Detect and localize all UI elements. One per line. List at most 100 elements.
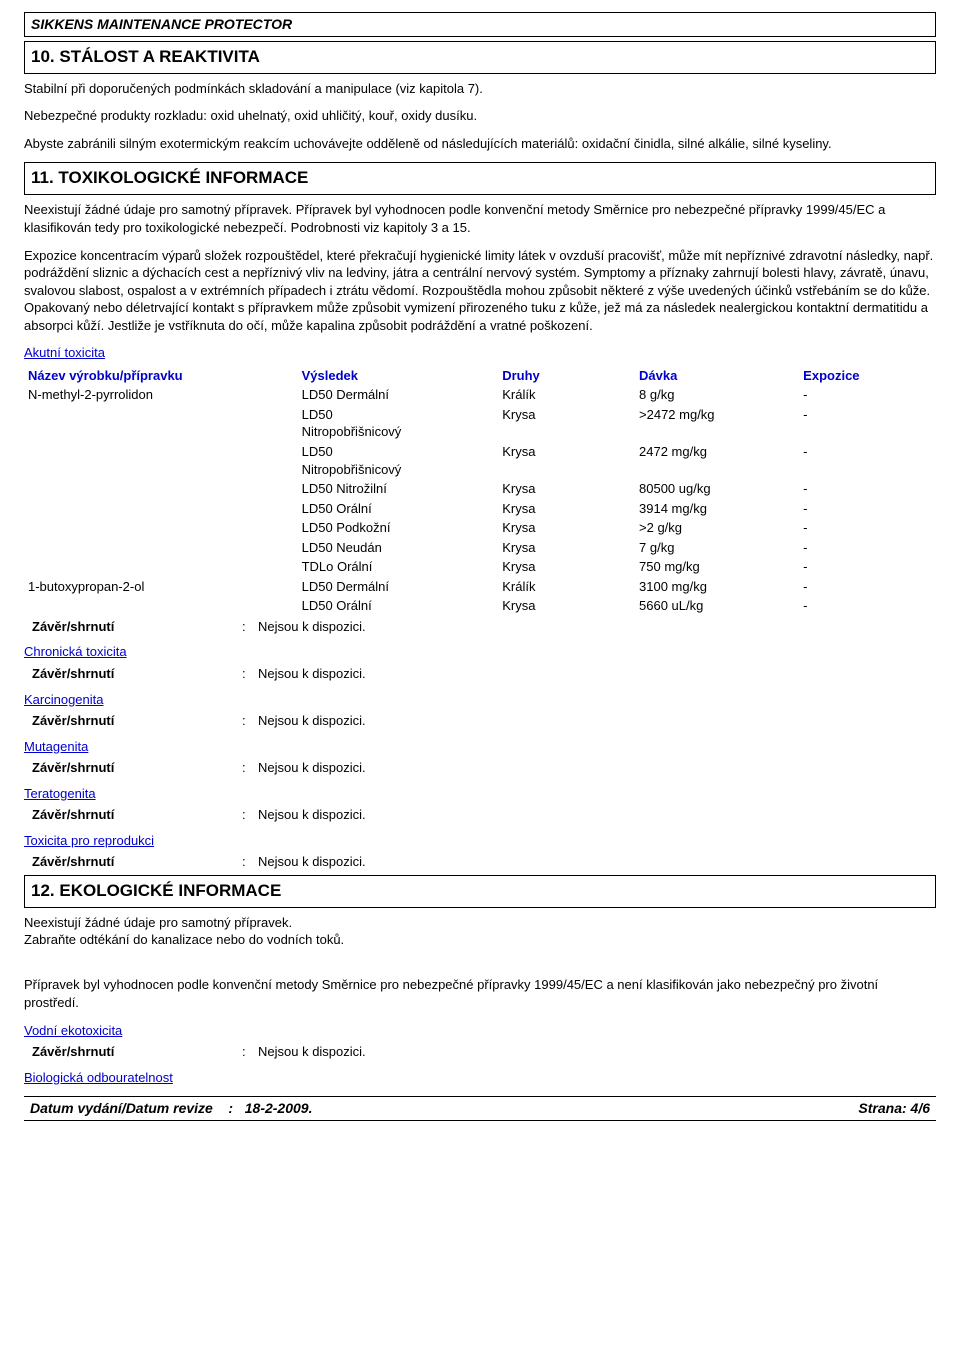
cell-name bbox=[24, 538, 298, 558]
table-row: LD50 PodkožníKrysa>2 g/kg- bbox=[24, 518, 936, 538]
conclusion-value: Nejsou k dispozici. bbox=[258, 618, 366, 636]
cell-exposure: - bbox=[799, 518, 936, 538]
col-result: Výsledek bbox=[298, 366, 499, 386]
separator: : bbox=[242, 665, 258, 683]
cell-dose: 3914 mg/kg bbox=[635, 499, 799, 519]
conclusion-label: Závěr/shrnutí bbox=[32, 618, 242, 636]
col-species: Druhy bbox=[498, 366, 635, 386]
biodegradability-heading: Biologická odbouratelnost bbox=[24, 1069, 936, 1087]
footer-date-label: Datum vydání/Datum revize bbox=[30, 1100, 213, 1116]
acute-toxicity-table: Název výrobku/přípravku Výsledek Druhy D… bbox=[24, 366, 936, 616]
cell-dose: 7 g/kg bbox=[635, 538, 799, 558]
conclusion-label: Závěr/shrnutí bbox=[32, 1043, 242, 1061]
footer-right: Strana: 4/6 bbox=[858, 1099, 930, 1118]
mutagenicity-heading: Mutagenita bbox=[24, 738, 936, 756]
cell-name bbox=[24, 499, 298, 519]
cell-species: Krysa bbox=[498, 538, 635, 558]
cell-exposure: - bbox=[799, 596, 936, 616]
footer-page-label: Strana: bbox=[858, 1100, 906, 1116]
table-row: N-methyl-2-pyrrolidonLD50 DermálníKrálík… bbox=[24, 385, 936, 405]
conclusion-chronic: Závěr/shrnutí : Nejsou k dispozici. bbox=[24, 665, 936, 683]
cell-dose: 5660 uL/kg bbox=[635, 596, 799, 616]
separator: : bbox=[242, 712, 258, 730]
cell-result: LD50 Orální bbox=[298, 596, 499, 616]
cell-result: LD50Nitropobřišnicový bbox=[298, 442, 499, 479]
teratogenicity-heading: Teratogenita bbox=[24, 785, 936, 803]
cell-exposure: - bbox=[799, 442, 936, 479]
conclusion-muta: Závěr/shrnutí : Nejsou k dispozici. bbox=[24, 759, 936, 777]
section-12-para3: Přípravek byl vyhodnocen podle konvenční… bbox=[24, 976, 936, 1011]
separator: : bbox=[242, 1043, 258, 1061]
cell-exposure: - bbox=[799, 557, 936, 577]
cell-species: Krysa bbox=[498, 479, 635, 499]
conclusion-label: Závěr/shrnutí bbox=[32, 853, 242, 871]
conclusion-label: Závěr/shrnutí bbox=[32, 665, 242, 683]
conclusion-acute: Závěr/shrnutí : Nejsou k dispozici. bbox=[24, 618, 936, 636]
section-10-heading: 10. STÁLOST A REAKTIVITA bbox=[24, 41, 936, 74]
cell-name: N-methyl-2-pyrrolidon bbox=[24, 385, 298, 405]
separator: : bbox=[242, 853, 258, 871]
col-name: Název výrobku/přípravku bbox=[24, 366, 298, 386]
section-11-heading: 11. TOXIKOLOGICKÉ INFORMACE bbox=[24, 162, 936, 195]
cell-species: Krysa bbox=[498, 557, 635, 577]
section-11-para2: Expozice koncentracím výparů složek rozp… bbox=[24, 247, 936, 335]
cell-dose: >2472 mg/kg bbox=[635, 405, 799, 442]
carcinogenicity-heading: Karcinogenita bbox=[24, 691, 936, 709]
cell-exposure: - bbox=[799, 479, 936, 499]
cell-dose: 8 g/kg bbox=[635, 385, 799, 405]
table-row: LD50 OrálníKrysa3914 mg/kg- bbox=[24, 499, 936, 519]
separator: : bbox=[242, 806, 258, 824]
table-row: LD50 NitrožilníKrysa80500 ug/kg- bbox=[24, 479, 936, 499]
cell-exposure: - bbox=[799, 405, 936, 442]
section-11-para1: Neexistují žádné údaje pro samotný přípr… bbox=[24, 201, 936, 236]
cell-name bbox=[24, 442, 298, 479]
cell-dose: 80500 ug/kg bbox=[635, 479, 799, 499]
section-12-para2: Zabraňte odtékání do kanalizace nebo do … bbox=[24, 931, 936, 949]
conclusion-value: Nejsou k dispozici. bbox=[258, 806, 366, 824]
cell-dose: 750 mg/kg bbox=[635, 557, 799, 577]
table-row: LD50 OrálníKrysa5660 uL/kg- bbox=[24, 596, 936, 616]
conclusion-value: Nejsou k dispozici. bbox=[258, 759, 366, 777]
cell-species: Krysa bbox=[498, 518, 635, 538]
conclusion-label: Závěr/shrnutí bbox=[32, 712, 242, 730]
cell-species: Krysa bbox=[498, 405, 635, 442]
cell-dose: 2472 mg/kg bbox=[635, 442, 799, 479]
cell-name bbox=[24, 557, 298, 577]
cell-name: 1-butoxypropan-2-ol bbox=[24, 577, 298, 597]
cell-species: Králík bbox=[498, 385, 635, 405]
cell-exposure: - bbox=[799, 385, 936, 405]
cell-dose: >2 g/kg bbox=[635, 518, 799, 538]
table-row: LD50 NeudánKrysa7 g/kg- bbox=[24, 538, 936, 558]
cell-result: LD50Nitropobřišnicový bbox=[298, 405, 499, 442]
section-10-para2: Nebezpečné produkty rozkladu: oxid uheln… bbox=[24, 107, 936, 125]
section-10-para1: Stabilní při doporučených podmínkách skl… bbox=[24, 80, 936, 98]
conclusion-label: Závěr/shrnutí bbox=[32, 806, 242, 824]
cell-result: LD50 Podkožní bbox=[298, 518, 499, 538]
document-title: SIKKENS MAINTENANCE PROTECTOR bbox=[24, 12, 936, 37]
table-row: 1-butoxypropan-2-olLD50 DermálníKrálík31… bbox=[24, 577, 936, 597]
conclusion-value: Nejsou k dispozici. bbox=[258, 853, 366, 871]
conclusion-repro: Závěr/shrnutí : Nejsou k dispozici. bbox=[24, 853, 936, 871]
cell-species: Krysa bbox=[498, 442, 635, 479]
conclusion-label: Závěr/shrnutí bbox=[32, 759, 242, 777]
cell-result: LD50 Dermální bbox=[298, 385, 499, 405]
cell-dose: 3100 mg/kg bbox=[635, 577, 799, 597]
aquatic-ecotoxicity-heading: Vodní ekotoxicita bbox=[24, 1022, 936, 1040]
cell-result: LD50 Orální bbox=[298, 499, 499, 519]
table-row: TDLo OrálníKrysa750 mg/kg- bbox=[24, 557, 936, 577]
cell-species: Krysa bbox=[498, 499, 635, 519]
acute-toxicity-heading: Akutní toxicita bbox=[24, 344, 936, 362]
section-12-para1: Neexistují žádné údaje pro samotný přípr… bbox=[24, 914, 936, 932]
cell-result: TDLo Orální bbox=[298, 557, 499, 577]
cell-species: Krysa bbox=[498, 596, 635, 616]
cell-exposure: - bbox=[799, 499, 936, 519]
col-dose: Dávka bbox=[635, 366, 799, 386]
chronic-toxicity-heading: Chronická toxicita bbox=[24, 643, 936, 661]
conclusion-value: Nejsou k dispozici. bbox=[258, 1043, 366, 1061]
conclusion-aquatic: Závěr/shrnutí : Nejsou k dispozici. bbox=[24, 1043, 936, 1061]
cell-name bbox=[24, 405, 298, 442]
footer-date-value: 18-2-2009. bbox=[245, 1100, 313, 1116]
cell-name bbox=[24, 596, 298, 616]
cell-exposure: - bbox=[799, 577, 936, 597]
conclusion-value: Nejsou k dispozici. bbox=[258, 665, 366, 683]
